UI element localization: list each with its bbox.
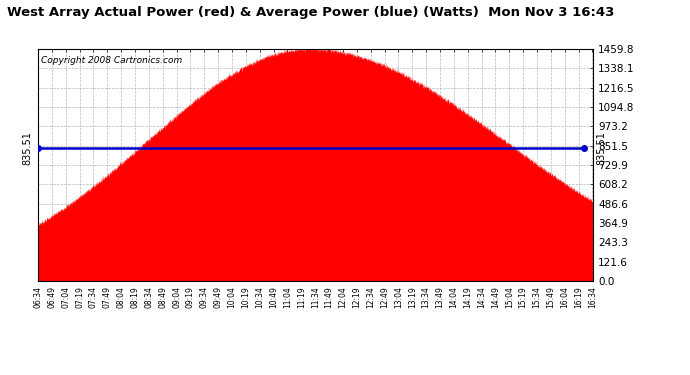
Text: 835.51: 835.51 xyxy=(597,131,607,165)
Text: 835.51: 835.51 xyxy=(23,131,32,165)
Text: Copyright 2008 Cartronics.com: Copyright 2008 Cartronics.com xyxy=(41,56,182,65)
Text: West Array Actual Power (red) & Average Power (blue) (Watts)  Mon Nov 3 16:43: West Array Actual Power (red) & Average … xyxy=(7,6,614,19)
